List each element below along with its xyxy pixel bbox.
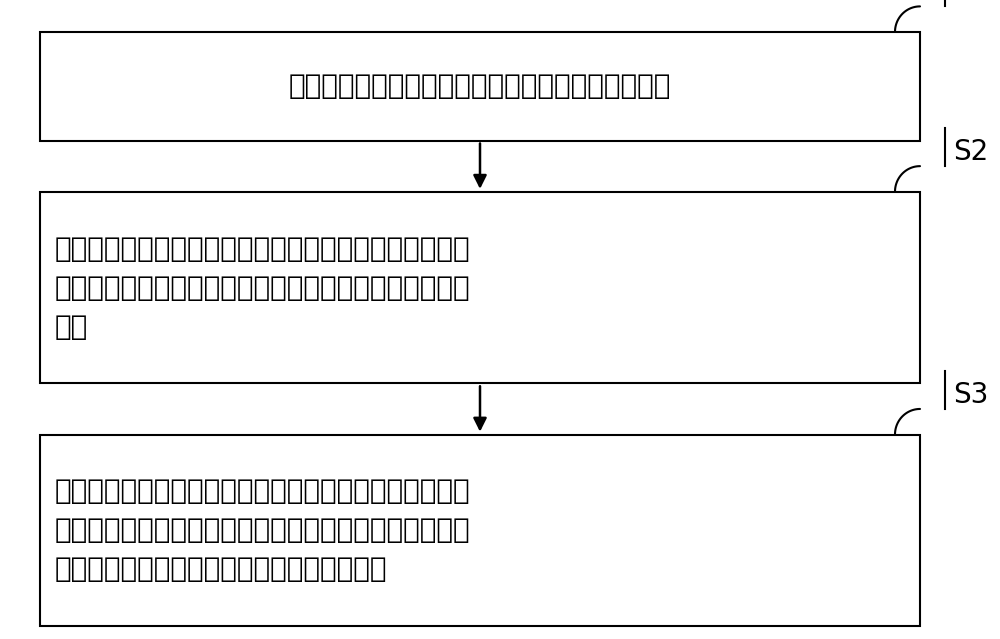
Bar bbox=[40, 192, 920, 383]
Text: 实时采集钢板图像，将所述钢板图像输入训练好的所述深
度学习识别模型，所述深度学习识别模型对钢板进行识别
，并计算出钢板在所述钢板图像中的首尾边界: 实时采集钢板图像，将所述钢板图像输入训练好的所述深 度学习识别模型，所述深度学习… bbox=[55, 477, 471, 583]
Text: S3: S3 bbox=[953, 381, 988, 409]
Bar bbox=[40, 32, 920, 141]
Text: S2: S2 bbox=[953, 138, 988, 166]
Bar bbox=[40, 435, 920, 626]
Text: 采集覆盖所有时段的钢板样本图像以构建图像训练集: 采集覆盖所有时段的钢板样本图像以构建图像训练集 bbox=[289, 72, 671, 100]
Text: 对所述图像训练集中的钢板样本图像进行人工标注，将标
注后的所述图像训练集输入深度学习识别模型以对其进行
训练: 对所述图像训练集中的钢板样本图像进行人工标注，将标 注后的所述图像训练集输入深度… bbox=[55, 235, 471, 341]
Text: S1: S1 bbox=[953, 0, 988, 6]
